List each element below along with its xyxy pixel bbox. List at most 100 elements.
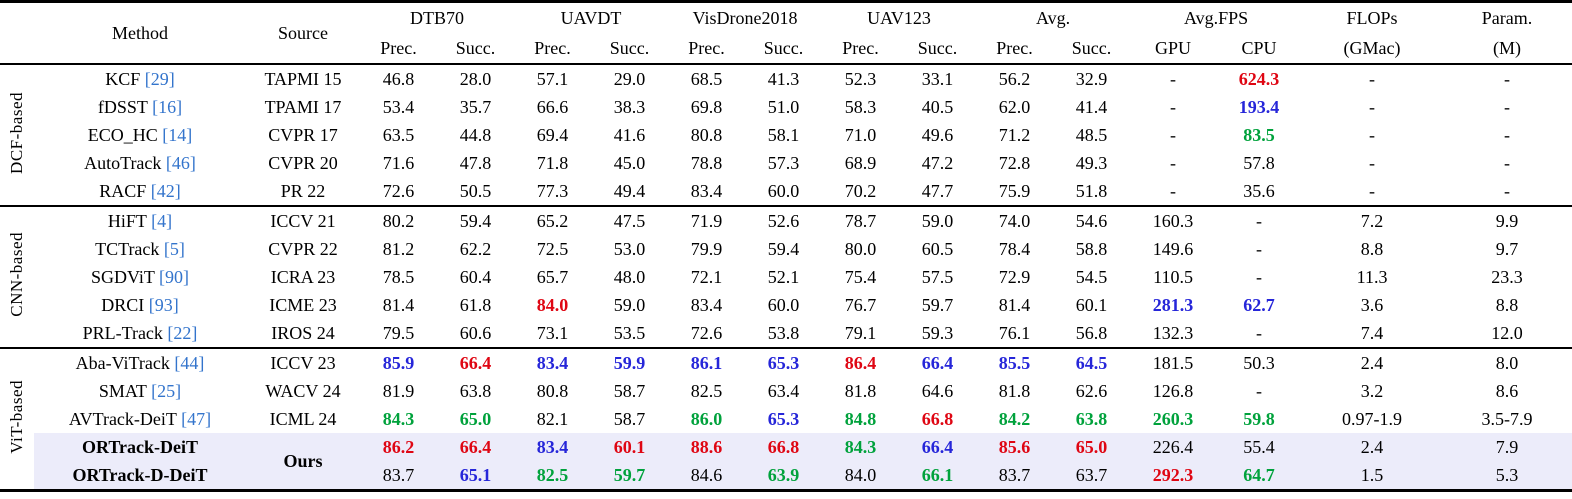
metric-cell: 71.6 bbox=[382, 152, 415, 173]
metric-cell: 60.0 bbox=[767, 180, 800, 201]
table-row: SGDViT [90] ICRA 23 78.5 60.4 65.7 48.0 72.1 52… bbox=[0, 263, 1572, 291]
metric-cell: 85.9 bbox=[382, 352, 415, 373]
method-cell: ORTrack-D-DeiT bbox=[34, 461, 246, 491]
metric-cell: 49.6 bbox=[921, 124, 954, 145]
table-row: fDSST [16] TPAMI 17 53.4 35.7 66.6 38.3 69.8 51… bbox=[0, 93, 1572, 121]
metric-cell: 86.0 bbox=[690, 408, 723, 429]
subcol-header-cpu: CPU bbox=[1241, 37, 1277, 58]
source-cell: ICRA 23 bbox=[270, 266, 336, 287]
citation-link[interactable]: [46] bbox=[165, 152, 196, 173]
citation-link[interactable]: [93] bbox=[148, 294, 179, 315]
metric-cell: 132.3 bbox=[1152, 322, 1194, 343]
metric-cell: 59.8 bbox=[1243, 408, 1275, 429]
group-dcf-based: DCF-based KCF [29] TAPMI 15 46.8 28.0 57.1 29.… bbox=[0, 64, 1572, 206]
metric-cell: - bbox=[1256, 322, 1263, 343]
source-cell: CVPR 22 bbox=[268, 238, 338, 259]
metric-cell: 53.4 bbox=[382, 96, 415, 117]
metric-cell: 61.8 bbox=[459, 294, 492, 315]
metric-cell: 81.2 bbox=[382, 238, 415, 259]
metric-cell: 260.3 bbox=[1152, 408, 1194, 429]
citation-link[interactable]: [90] bbox=[159, 266, 190, 287]
metric-cell: 59.0 bbox=[921, 210, 954, 231]
method-name: ORTrack-D-DeiT bbox=[72, 464, 208, 485]
metric-cell: - bbox=[1369, 180, 1376, 201]
citation-link[interactable]: [14] bbox=[162, 124, 193, 145]
metric-cell: 62.6 bbox=[1075, 380, 1108, 401]
subcol-header--gmac-: (GMac) bbox=[1343, 37, 1401, 58]
metric-cell: 56.8 bbox=[1075, 322, 1108, 343]
metric-cell: 47.8 bbox=[459, 152, 492, 173]
method-cell: fDSST [16] bbox=[34, 93, 246, 121]
source-cell: TAPMI 15 bbox=[264, 68, 342, 89]
metric-cell: 64.7 bbox=[1216, 461, 1303, 491]
method-name: ECO_HC bbox=[87, 124, 158, 145]
category-label-rotated: ViT-based bbox=[7, 379, 26, 454]
citation-link[interactable]: [25] bbox=[151, 380, 182, 401]
method-cell: SMAT [25] bbox=[34, 377, 246, 405]
metric-cell: 57.3 bbox=[767, 152, 800, 173]
method-name: fDSST bbox=[97, 96, 148, 117]
category-label-rotated: DCF-based bbox=[7, 91, 26, 174]
metric-cell: 9.9 bbox=[1495, 210, 1519, 231]
metric-cell: 3.6 bbox=[1360, 294, 1384, 315]
metric-cell: 78.7 bbox=[844, 210, 877, 231]
citation-link[interactable]: [44] bbox=[174, 352, 205, 373]
metric-cell: 55.4 bbox=[1216, 433, 1303, 461]
method-name: PRL-Track bbox=[82, 322, 163, 343]
metric-cell: 65.0 bbox=[459, 408, 492, 429]
metric-cell: 11.3 bbox=[1356, 266, 1388, 287]
metric-cell: 7.9 bbox=[1442, 433, 1572, 461]
method-name: SMAT bbox=[98, 380, 147, 401]
citation-link[interactable]: [5] bbox=[163, 238, 185, 259]
source-cell: ICCV 21 bbox=[270, 210, 336, 231]
metric-cell: 66.8 bbox=[921, 408, 954, 429]
metric-cell: 78.4 bbox=[998, 238, 1031, 259]
table-row: AutoTrack [46] CVPR 20 71.6 47.8 71.8 45.0 78.… bbox=[0, 149, 1572, 177]
metric-cell: 193.4 bbox=[1238, 96, 1280, 117]
citation-link[interactable]: [42] bbox=[150, 180, 181, 201]
method-cell: AutoTrack [46] bbox=[34, 149, 246, 177]
citation-link[interactable]: [22] bbox=[167, 322, 198, 343]
metric-cell: 71.9 bbox=[690, 210, 723, 231]
citation-link[interactable]: [4] bbox=[151, 210, 173, 231]
metric-cell: 72.8 bbox=[998, 152, 1031, 173]
metric-cell: 2.4 bbox=[1302, 433, 1443, 461]
metric-cell: - bbox=[1256, 238, 1263, 259]
metric-cell: 54.6 bbox=[1075, 210, 1108, 231]
citation-link[interactable]: [29] bbox=[144, 68, 175, 89]
metric-cell: - bbox=[1170, 68, 1177, 89]
metric-cell: 46.8 bbox=[382, 68, 415, 89]
col-header-flops: FLOPs bbox=[1346, 7, 1398, 28]
metric-cell: 9.7 bbox=[1495, 238, 1519, 259]
metric-cell: 86.2 bbox=[360, 433, 437, 461]
method-cell: TCTrack [5] bbox=[34, 235, 246, 263]
metric-cell: 84.2 bbox=[998, 408, 1031, 429]
metric-cell: 78.8 bbox=[690, 152, 723, 173]
metric-cell: 83.4 bbox=[690, 180, 723, 201]
subcol-header-succ-: Succ. bbox=[455, 37, 496, 58]
method-name: HiFT bbox=[107, 210, 147, 231]
source-cell: Ours bbox=[246, 433, 360, 491]
metric-cell: 2.4 bbox=[1360, 352, 1384, 373]
metric-cell: 82.5 bbox=[690, 380, 723, 401]
metric-cell: 58.3 bbox=[844, 96, 877, 117]
metric-cell: 12.0 bbox=[1491, 322, 1523, 343]
metric-cell: 50.3 bbox=[1243, 352, 1275, 373]
table-row: CNN-based HiFT [4] ICCV 21 80.2 59.4 65.2 47.5… bbox=[0, 206, 1572, 317]
metric-cell: 71.0 bbox=[844, 124, 877, 145]
metric-cell: 3.2 bbox=[1360, 380, 1384, 401]
col-header-source: Source bbox=[278, 22, 328, 43]
metric-cell: 110.5 bbox=[1153, 266, 1193, 287]
metric-cell: 66.1 bbox=[899, 461, 977, 491]
metric-cell: 83.5 bbox=[1243, 124, 1275, 145]
method-cell: ECO_HC [14] bbox=[34, 121, 246, 149]
method-cell: DRCI [93] bbox=[34, 291, 246, 319]
metric-cell: 62.0 bbox=[998, 96, 1031, 117]
citation-link[interactable]: [47] bbox=[181, 408, 212, 429]
citation-link[interactable]: [16] bbox=[152, 96, 183, 117]
metric-cell: 63.7 bbox=[1053, 461, 1131, 491]
metric-cell: 1.5 bbox=[1302, 461, 1443, 491]
source-cell: WACV 24 bbox=[265, 380, 341, 401]
source-cell: TPAMI 17 bbox=[264, 96, 342, 117]
